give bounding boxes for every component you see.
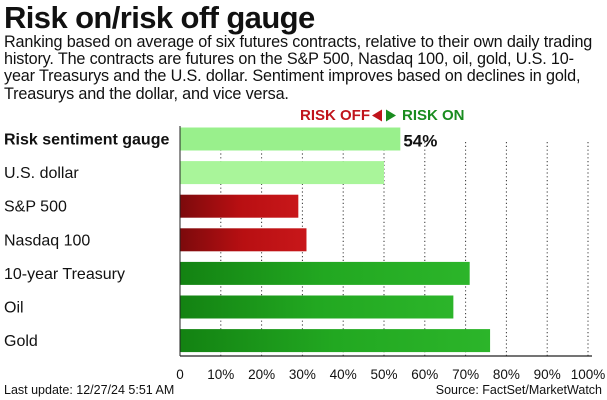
x-tick-label: 60% xyxy=(411,367,438,382)
x-tick-label: 30% xyxy=(289,367,316,382)
bar-oil xyxy=(180,295,454,319)
category-label: Risk sentiment gauge xyxy=(4,132,169,149)
category-label: Gold xyxy=(4,333,38,350)
bar-10-year-treasury xyxy=(180,261,470,285)
risk-legend: RISK OFF RISK ON xyxy=(300,107,465,124)
risk-off-arrow-icon xyxy=(372,109,382,122)
chart-title: Risk on/risk off gauge xyxy=(4,0,315,35)
x-tick-label: 70% xyxy=(452,367,479,382)
category-label: S&P 500 xyxy=(4,199,67,216)
x-tick-label: 40% xyxy=(330,367,357,382)
bar-risk-sentiment-gauge xyxy=(180,127,401,151)
risk-on-label: RISK ON xyxy=(402,107,465,124)
bar-s-p-500 xyxy=(180,194,299,218)
category-label: Nasdaq 100 xyxy=(4,232,90,249)
bar-gold xyxy=(180,329,491,353)
category-label: 10-year Treasury xyxy=(4,266,125,283)
x-tick-label: 100% xyxy=(571,367,606,382)
bar-u-s-dollar xyxy=(180,161,384,185)
category-label: U.S. dollar xyxy=(4,165,79,182)
x-tick-label: 90% xyxy=(534,367,561,382)
x-tick-label: 20% xyxy=(248,367,275,382)
risk-off-label: RISK OFF xyxy=(300,107,370,124)
risk-on-arrow-icon xyxy=(386,109,396,122)
bar-nasdaq-100 xyxy=(180,228,307,252)
chart-subtitle: Ranking based on average of six futures … xyxy=(4,33,593,103)
x-tick-label: 50% xyxy=(370,367,397,382)
x-tick-label: 80% xyxy=(493,367,520,382)
x-tick-label: 10% xyxy=(207,367,234,382)
x-tick-label: 0 xyxy=(176,367,184,382)
last-update: Last update: 12/27/24 5:51 AM xyxy=(4,383,175,397)
data-label: 54% xyxy=(403,132,437,151)
source-note: Source: FactSet/MarketWatch xyxy=(435,383,602,397)
category-label: Oil xyxy=(4,300,24,317)
